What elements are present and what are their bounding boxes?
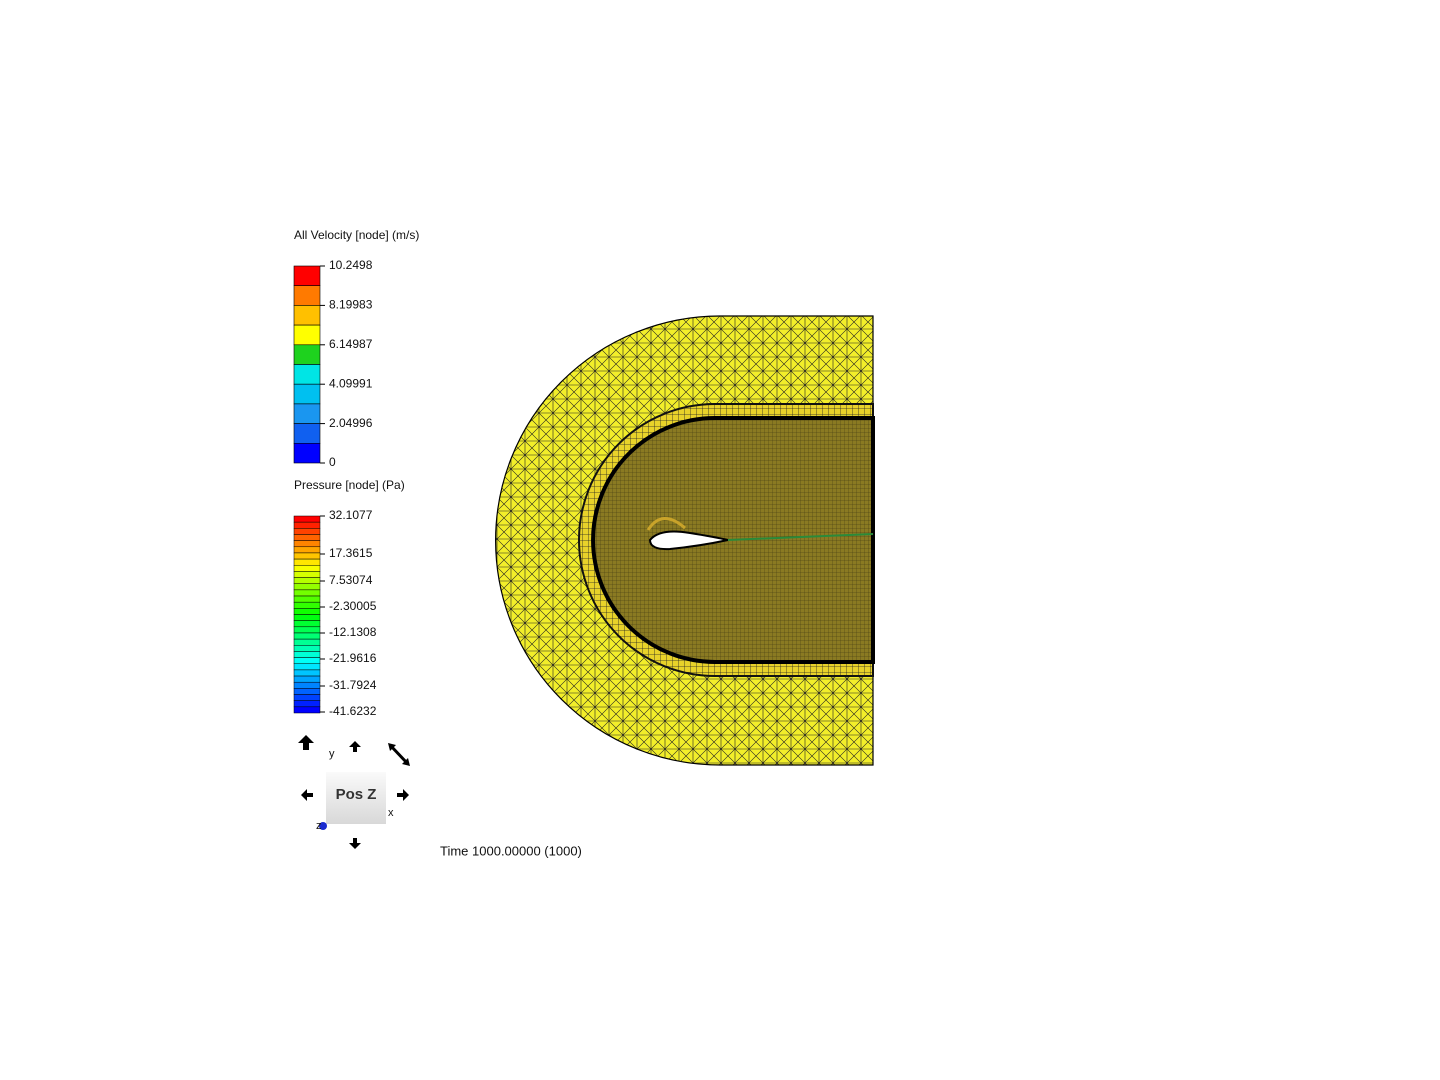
color-band — [293, 706, 321, 714]
pan-left[interactable] — [301, 789, 313, 801]
pan-down[interactable] — [349, 838, 361, 849]
view-cube-face: Pos Z — [336, 786, 377, 803]
cube-face[interactable] — [326, 772, 386, 824]
color-band — [293, 383, 321, 405]
legend-label: 8.19983 — [329, 298, 373, 312]
color-band — [293, 423, 321, 444]
color-band — [293, 645, 321, 652]
color-band — [293, 552, 321, 560]
legend-label: 7.53074 — [329, 573, 373, 587]
legend-label: 2.04996 — [329, 416, 373, 430]
color-band — [293, 534, 321, 541]
color-band — [293, 558, 321, 566]
color-band — [293, 626, 321, 634]
color-band — [293, 364, 321, 385]
legend-label: 0 — [329, 455, 336, 469]
axis-label: z — [316, 820, 322, 832]
color-band — [293, 589, 321, 597]
color-band — [293, 632, 321, 640]
color-band — [293, 528, 321, 535]
color-band — [293, 669, 321, 677]
color-band — [293, 521, 321, 529]
color-band — [293, 305, 321, 326]
axis-label: y — [329, 748, 335, 760]
color-band — [293, 657, 321, 664]
legend-label: -12.1308 — [329, 625, 377, 639]
legend-label: 6.14987 — [329, 337, 373, 351]
pan-right[interactable] — [397, 789, 409, 801]
rotate-up[interactable] — [298, 735, 314, 750]
color-band — [293, 565, 321, 572]
color-band — [293, 595, 321, 603]
color-band — [293, 344, 321, 365]
legend-label: -2.30005 — [329, 599, 377, 613]
color-band — [293, 688, 321, 695]
color-band — [293, 694, 321, 701]
color-band — [293, 614, 321, 621]
color-band — [293, 638, 321, 646]
legend-label: -41.6232 — [329, 704, 377, 718]
legend-label: 32.1077 — [329, 508, 373, 522]
color-band — [293, 571, 321, 578]
mesh-domain — [494, 315, 875, 766]
color-band — [293, 608, 321, 615]
color-band — [293, 546, 321, 554]
legend-label: -31.7924 — [329, 678, 377, 692]
view-cube — [298, 735, 410, 849]
color-band — [293, 442, 321, 464]
color-band — [293, 403, 321, 424]
color-band — [293, 515, 321, 523]
legend-title: All Velocity [node] (m/s) — [294, 228, 419, 242]
color-band — [293, 601, 321, 609]
color-band — [293, 540, 321, 548]
color-band — [293, 620, 321, 628]
color-band — [293, 324, 321, 346]
axis-label: x — [388, 807, 394, 819]
color-band — [293, 700, 321, 708]
legend-title: Pressure [node] (Pa) — [294, 478, 405, 492]
color-band — [293, 265, 321, 287]
color-band — [293, 651, 321, 658]
rotate-diag-head — [402, 758, 410, 766]
legend-label: 17.3615 — [329, 546, 373, 560]
legend-label: -21.9616 — [329, 651, 377, 665]
rotate-diag-head — [388, 743, 396, 751]
rotate-diag[interactable] — [388, 743, 410, 766]
color-band — [293, 577, 321, 584]
color-band — [293, 681, 321, 689]
pan-up[interactable] — [349, 741, 361, 752]
legend-label: 4.09991 — [329, 376, 373, 390]
color-band — [293, 285, 321, 306]
legend-label: 10.2498 — [329, 258, 373, 272]
color-band — [293, 583, 321, 591]
color-band — [293, 675, 321, 683]
time-label: Time 1000.00000 (1000) — [440, 843, 582, 858]
z-axis-dot — [319, 822, 327, 830]
color-band — [293, 663, 321, 671]
